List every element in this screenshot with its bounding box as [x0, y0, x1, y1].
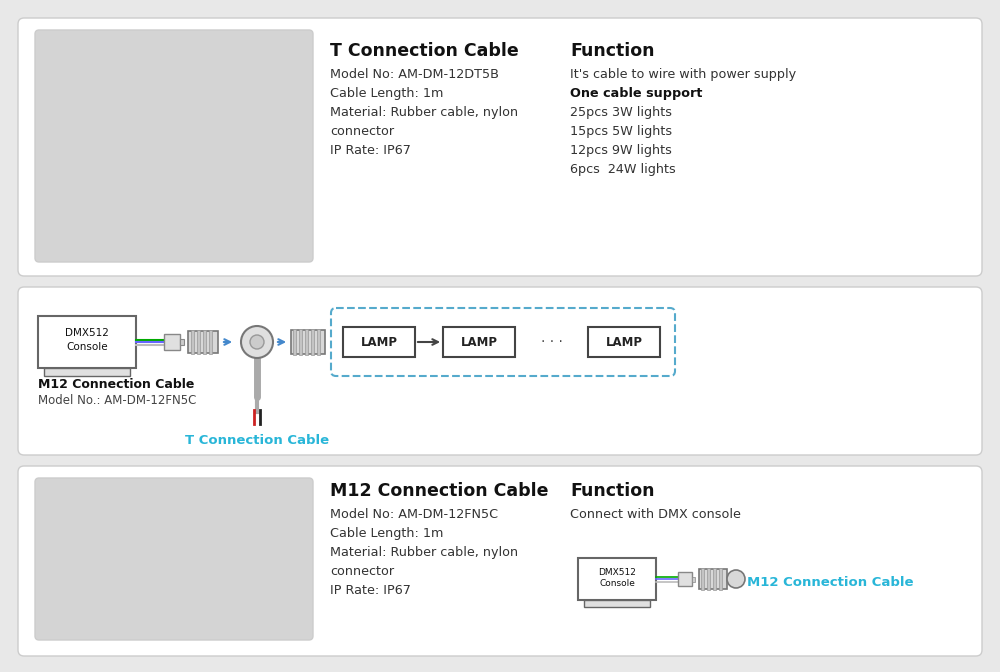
- Bar: [209, 330, 212, 354]
- Text: 25pcs 3W lights: 25pcs 3W lights: [570, 106, 672, 119]
- Bar: [443, 327, 515, 357]
- Bar: [164, 334, 180, 350]
- Bar: [699, 569, 727, 589]
- FancyBboxPatch shape: [35, 478, 313, 640]
- Bar: [578, 558, 656, 600]
- Bar: [44, 368, 130, 376]
- Text: Function: Function: [570, 482, 654, 500]
- Bar: [317, 329, 320, 355]
- Bar: [305, 329, 308, 355]
- Text: LAMP: LAMP: [460, 335, 498, 349]
- Bar: [291, 330, 325, 354]
- Text: Connect with DMX console: Connect with DMX console: [570, 508, 741, 521]
- Text: Cable Length: 1m: Cable Length: 1m: [330, 527, 443, 540]
- Text: T Connection Cable: T Connection Cable: [330, 42, 519, 60]
- Text: It's cable to wire with power supply: It's cable to wire with power supply: [570, 68, 796, 81]
- Bar: [719, 568, 722, 590]
- FancyBboxPatch shape: [18, 287, 982, 455]
- Bar: [191, 330, 194, 354]
- Text: Cable Length: 1m: Cable Length: 1m: [330, 87, 443, 100]
- FancyBboxPatch shape: [18, 18, 982, 276]
- Text: Material: Rubber cable, nylon: Material: Rubber cable, nylon: [330, 106, 518, 119]
- Text: Model No.: AM-DM-12FN5C: Model No.: AM-DM-12FN5C: [38, 394, 196, 407]
- Text: DMX512
Console: DMX512 Console: [598, 568, 636, 589]
- Text: 15pcs 5W lights: 15pcs 5W lights: [570, 125, 672, 138]
- Bar: [701, 568, 704, 590]
- Text: 6pcs  24W lights: 6pcs 24W lights: [570, 163, 676, 176]
- Circle shape: [241, 326, 273, 358]
- Bar: [197, 330, 200, 354]
- Circle shape: [727, 570, 745, 588]
- Text: Function: Function: [570, 42, 654, 60]
- Text: 12pcs 9W lights: 12pcs 9W lights: [570, 144, 672, 157]
- Bar: [588, 327, 660, 357]
- Circle shape: [250, 335, 264, 349]
- FancyBboxPatch shape: [18, 466, 982, 656]
- Text: IP Rate: IP67: IP Rate: IP67: [330, 584, 411, 597]
- Bar: [343, 327, 415, 357]
- Bar: [692, 577, 695, 581]
- Bar: [203, 330, 206, 354]
- Text: Model No: AM-DM-12FN5C: Model No: AM-DM-12FN5C: [330, 508, 498, 521]
- Text: LAMP: LAMP: [360, 335, 398, 349]
- Text: LAMP: LAMP: [606, 335, 642, 349]
- Bar: [311, 329, 314, 355]
- Bar: [584, 600, 650, 607]
- Text: connector: connector: [330, 125, 394, 138]
- Text: M12 Connection Cable: M12 Connection Cable: [38, 378, 194, 391]
- Text: M12 Connection Cable: M12 Connection Cable: [330, 482, 548, 500]
- Bar: [180, 339, 184, 345]
- Bar: [293, 329, 296, 355]
- Bar: [299, 329, 302, 355]
- Text: Model No: AM-DM-12DT5B: Model No: AM-DM-12DT5B: [330, 68, 499, 81]
- Bar: [713, 568, 716, 590]
- Bar: [38, 316, 136, 368]
- Bar: [707, 568, 710, 590]
- Text: M12 Connection Cable: M12 Connection Cable: [747, 577, 914, 589]
- Text: connector: connector: [330, 565, 394, 578]
- FancyBboxPatch shape: [35, 30, 313, 262]
- Text: Material: Rubber cable, nylon: Material: Rubber cable, nylon: [330, 546, 518, 559]
- Text: One cable support: One cable support: [570, 87, 702, 100]
- Bar: [188, 331, 218, 353]
- Text: T Connection Cable: T Connection Cable: [185, 434, 329, 447]
- Bar: [678, 572, 692, 586]
- Text: IP Rate: IP67: IP Rate: IP67: [330, 144, 411, 157]
- Text: DMX512
Console: DMX512 Console: [65, 329, 109, 351]
- Text: · · ·: · · ·: [541, 335, 562, 349]
